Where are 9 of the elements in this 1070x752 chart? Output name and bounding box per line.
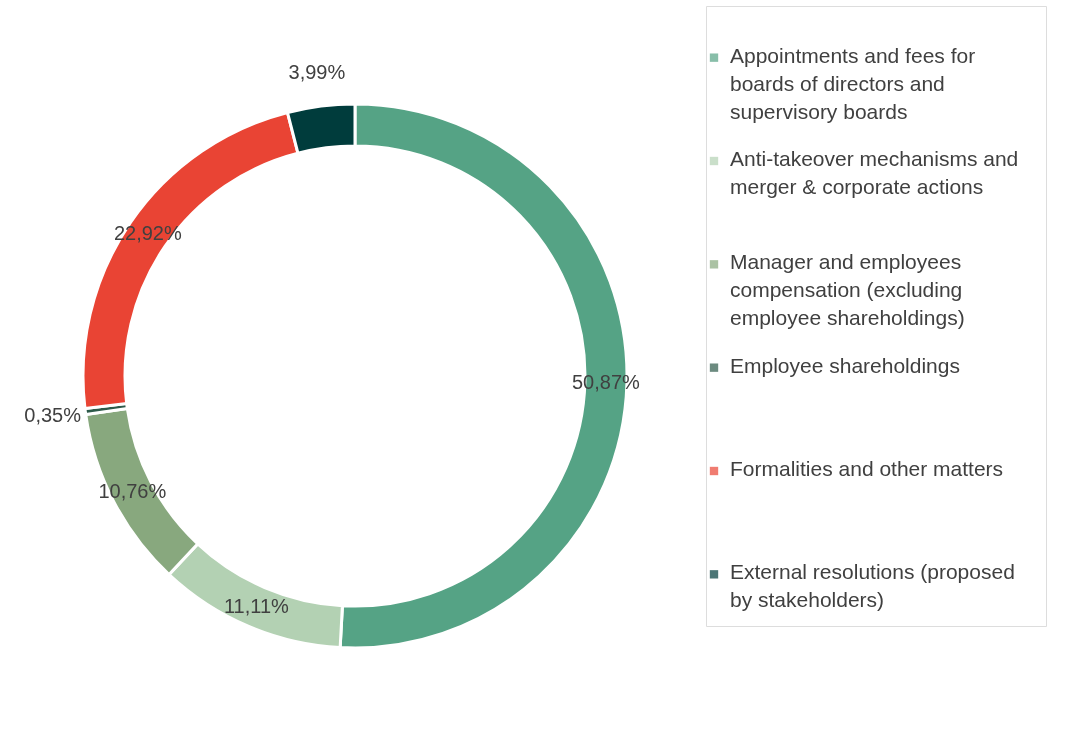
legend-label: External resolutions (proposed by stakeholders) [730,560,1015,612]
data-label: 11,11% [223,594,290,617]
legend-label: Employee shareholdings [730,353,960,377]
legend-label: Anti-takeover mechanisms and merger & corporate actions [730,147,1019,198]
legend-label: Appointments and fees for boards of directors and supervisory boards [730,43,976,123]
data-label: 3,99% [288,61,346,84]
data-label: 0,35% [24,403,82,426]
legend-label: Manager and employees compensation (excluding employee shareholdings) [730,250,965,330]
legend-label: Formalities and other matters [730,457,1004,480]
